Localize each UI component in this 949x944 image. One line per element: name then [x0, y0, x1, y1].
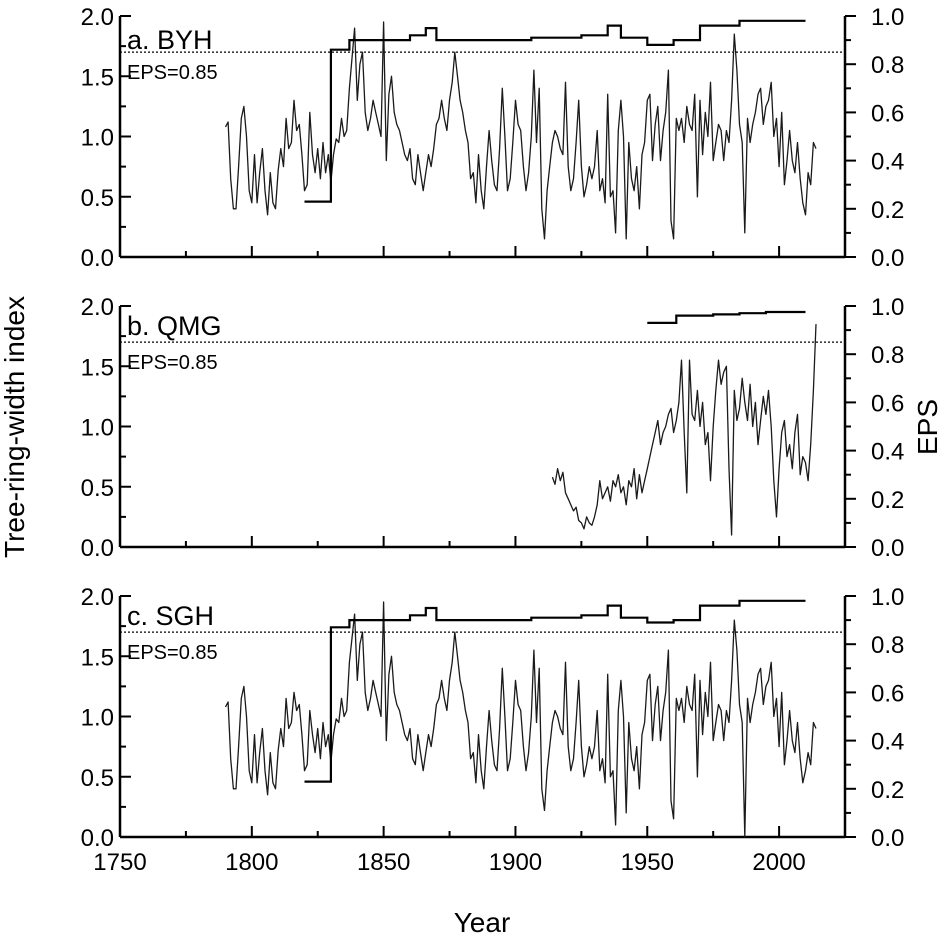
left-axis-title: Tree-ring-width index — [0, 296, 30, 558]
left-tick-label: 0.5 — [81, 185, 114, 212]
right-tick-label: 0.0 — [871, 825, 904, 852]
x-tick-label: 1900 — [489, 849, 542, 876]
right-tick-label: 0.4 — [871, 439, 904, 466]
x-tick-label: 1950 — [621, 849, 674, 876]
right-tick-label: 0.0 — [871, 535, 904, 562]
eps-step-series — [304, 19, 806, 203]
right-tick-label: 0.6 — [871, 390, 904, 417]
left-tick-label: 1.5 — [81, 64, 114, 91]
right-tick-label: 0.2 — [871, 487, 904, 514]
right-tick-label: 0.8 — [871, 632, 904, 659]
panel-title: b. QMG — [127, 311, 222, 341]
right-tick-label: 0.2 — [871, 777, 904, 804]
x-tick-label: 2000 — [752, 849, 805, 876]
right-tick-label: 0.2 — [871, 197, 904, 224]
tree-ring-width-series — [224, 21, 817, 240]
left-tick-label: 0.5 — [81, 765, 114, 792]
left-tick-label: 1.0 — [81, 705, 114, 732]
left-tick-label: 0.5 — [81, 475, 114, 502]
right-tick-label: 0.6 — [871, 100, 904, 127]
right-tick-label: 1.0 — [871, 294, 904, 321]
x-tick-label: 1750 — [93, 849, 146, 876]
right-tick-label: 0.4 — [871, 729, 904, 756]
right-tick-label: 0.8 — [871, 52, 904, 79]
right-tick-label: 1.0 — [871, 584, 904, 611]
eps-step-series — [304, 599, 806, 783]
left-tick-label: 1.0 — [81, 125, 114, 152]
tree-ring-width-series — [224, 601, 817, 838]
right-tick-label: 0.0 — [871, 245, 904, 272]
left-tick-label: 2.0 — [81, 584, 114, 611]
x-tick-label: 1850 — [357, 849, 410, 876]
left-tick-label: 1.0 — [81, 415, 114, 442]
right-tick-label: 0.6 — [871, 680, 904, 707]
left-tick-label: 1.5 — [81, 644, 114, 671]
panel-title: a. BYH — [127, 25, 213, 55]
panel-title: c. SGH — [127, 601, 214, 631]
x-axis-title: Year — [454, 907, 511, 938]
left-tick-label: 2.0 — [81, 294, 114, 321]
eps-step-series — [647, 310, 806, 324]
right-tick-label: 1.0 — [871, 4, 904, 31]
x-tick-label: 1800 — [225, 849, 278, 876]
eps-threshold-label: EPS=0.85 — [127, 62, 218, 84]
left-tick-label: 0.0 — [81, 535, 114, 562]
right-tick-label: 0.8 — [871, 342, 904, 369]
right-tick-label: 0.4 — [871, 149, 904, 176]
left-tick-label: 0.0 — [81, 825, 114, 852]
eps-threshold-label: EPS=0.85 — [127, 352, 218, 374]
eps-threshold-label: EPS=0.85 — [127, 642, 218, 664]
left-tick-label: 0.0 — [81, 245, 114, 272]
left-tick-label: 1.5 — [81, 354, 114, 381]
right-axis-title: EPS — [912, 399, 943, 455]
tree-ring-width-series — [551, 324, 817, 536]
left-tick-label: 2.0 — [81, 4, 114, 31]
